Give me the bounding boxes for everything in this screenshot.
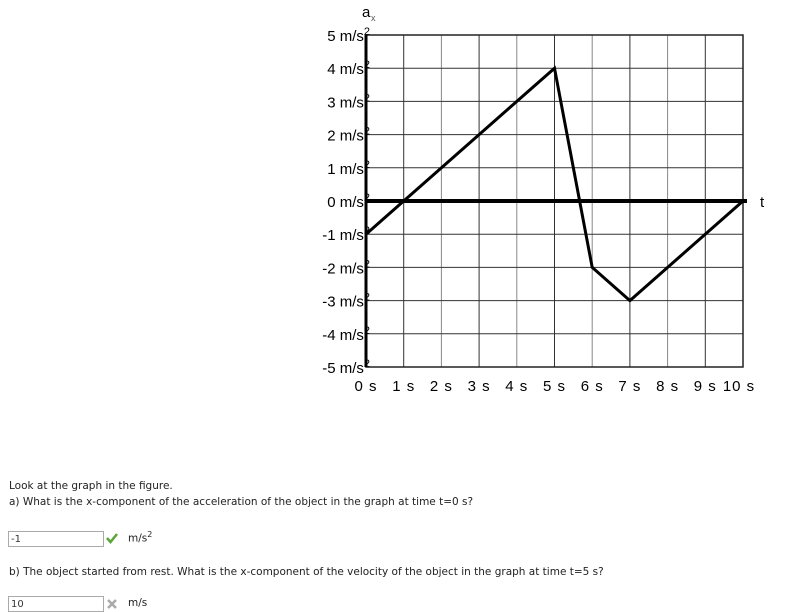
y-tick-label: -4 m/s2 [322,325,370,344]
y-tick-label: 3 m/s2 [327,92,370,111]
y-tick-label: 1 m/s2 [327,159,370,178]
x-axis-label: t [760,194,765,211]
answer-b-unit: m/s [128,597,148,609]
x-tick-label: 7 s [618,378,641,395]
question-a-text: a) What is the x-component of the accele… [9,496,474,508]
cross-icon [107,599,117,609]
x-tick-label: 4 s [505,378,528,395]
y-tick-sup: 2 [364,159,370,171]
y-tick-label: -1 m/s2 [322,225,370,244]
y-tick-label: 2 m/s2 [327,126,370,145]
answer-a-unit: m/s2 [128,530,152,545]
y-tick-sup: 2 [364,258,370,270]
y-tick-label: 0 m/s2 [327,192,370,211]
y-tick-sup: 2 [364,26,370,38]
x-tick-label: 9 s [694,378,717,395]
y-tick-sup: 2 [364,192,370,204]
x-tick-label: 1 s [392,378,415,395]
question-intro: Look at the graph in the figure. [9,480,173,492]
y-axis-label-sub: x [371,13,376,23]
x-tick-label: 8 s [656,378,679,395]
x-tick-label: 5 s [543,378,566,395]
answer-b-input[interactable] [8,596,104,612]
y-tick-sup: 2 [364,225,370,237]
x-tick-label: 6 s [581,378,604,395]
y-tick-label: -2 m/s2 [322,258,370,277]
unit-text: m/s [128,532,148,545]
check-icon [106,533,118,544]
x-tick-label: 2 s [430,378,453,395]
answer-a-input[interactable] [8,531,104,547]
y-tick-sup: 2 [364,358,370,370]
x-tick-label: 10 s [723,378,755,395]
x-tick-label: 3 s [468,378,491,395]
unit-sup: 2 [147,530,153,539]
y-tick-sup: 2 [364,126,370,138]
question-b-text: b) The object started from rest. What is… [9,566,604,578]
y-tick-label: 4 m/s2 [327,59,370,78]
y-tick-sup: 2 [364,325,370,337]
acceleration-chart: 5 m/s2 4 m/s2 3 m/s2 2 m/s2 1 m/s2 0 m/s2 -1 m… [322,4,765,395]
y-axis-label: a [362,4,371,21]
x-tick-label: 0 s [354,378,377,395]
y-tick-label: 5 m/s2 [327,26,370,45]
y-tick-sup: 2 [364,92,370,104]
y-tick-sup: 2 [364,59,370,71]
y-tick-sup: 2 [364,292,370,304]
y-tick-label: -5 m/s2 [322,358,370,377]
y-tick-label: -3 m/s2 [322,292,370,311]
